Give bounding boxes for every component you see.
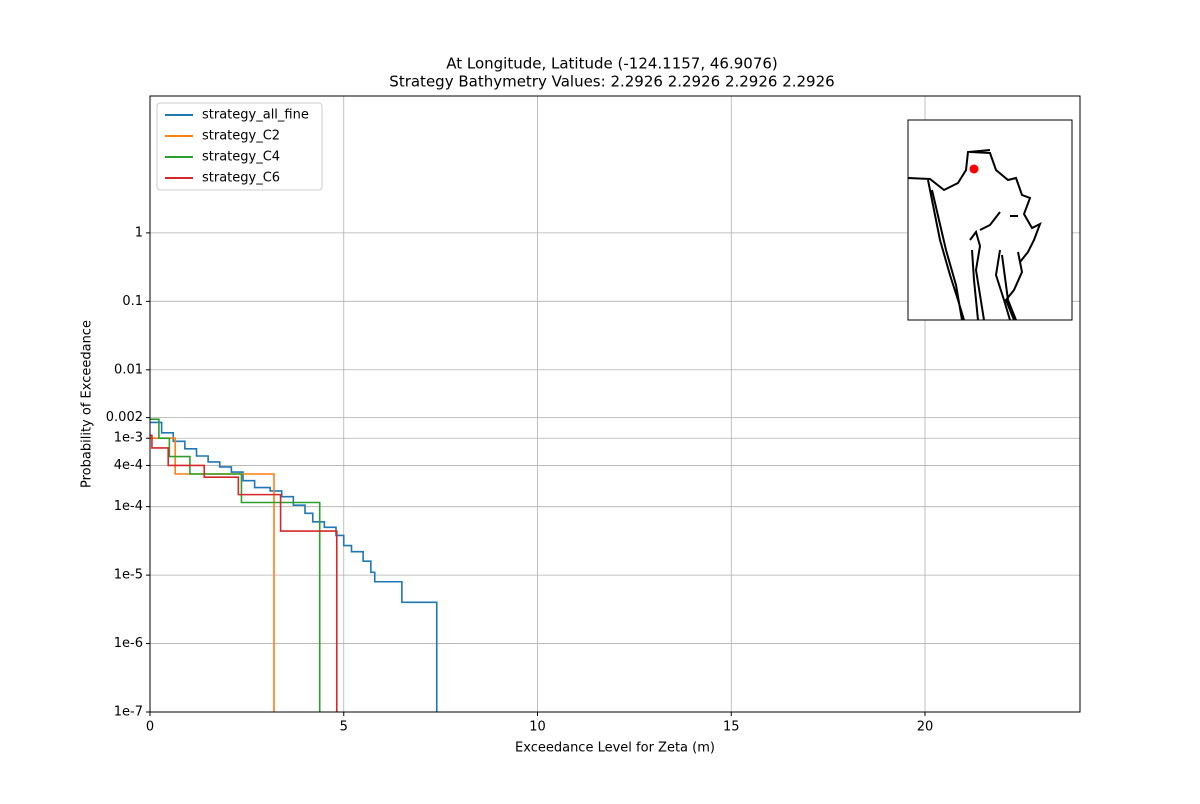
- series-line: [150, 434, 338, 712]
- y-tick-label: 1: [135, 225, 143, 240]
- y-tick-label: 1e-4: [114, 499, 143, 514]
- plot-area: 0 5 10 15 20 1e-7 1e-6 1e-5 1e-4 4e-4 1e-3 0.002 0.0…: [106, 96, 1080, 735]
- y-tick-label: 1e-5: [114, 568, 143, 583]
- y-tick-label: 4e-4: [114, 458, 143, 473]
- y-axis-label: Probability of Exceedance: [80, 320, 95, 488]
- y-tick-label: 0.1: [122, 294, 143, 309]
- series-line: [150, 421, 438, 712]
- legend-label: strategy_C2: [202, 129, 280, 144]
- coastline: [907, 149, 1042, 321]
- y-tick-label: 1e-3: [114, 431, 143, 446]
- inset-map: [907, 119, 1073, 321]
- location-marker: [969, 164, 979, 174]
- chart-subtitle: Strategy Bathymetry Values: 2.2926 2.292…: [389, 73, 834, 91]
- x-tick-label: 20: [917, 720, 934, 735]
- x-tick-label: 10: [529, 720, 546, 735]
- x-tick-label: 15: [723, 720, 740, 735]
- x-axis-label: Exceedance Level for Zeta (m): [515, 741, 715, 756]
- x-tick-label: 5: [340, 720, 348, 735]
- legend-label: strategy_all_fine: [202, 108, 309, 123]
- legend-frame: [156, 102, 323, 191]
- legend-label: strategy_C4: [202, 150, 280, 165]
- chart-title: At Longitude, Latitude (-124.1157, 46.90…: [446, 55, 778, 73]
- y-tick-label: 0.01: [114, 362, 143, 377]
- legend: strategy_all_fine strategy_C2 strategy_C4s…: [156, 102, 323, 191]
- y-tick-label: 1e-6: [114, 636, 143, 651]
- series-line: [150, 418, 321, 712]
- legend-label: strategy_C6: [202, 171, 280, 186]
- x-tick-label: 0: [146, 720, 154, 735]
- axes-frame: [149, 95, 1081, 713]
- y-tick-label: 0.002: [106, 410, 143, 425]
- y-tick-label: 1e-7: [114, 705, 143, 720]
